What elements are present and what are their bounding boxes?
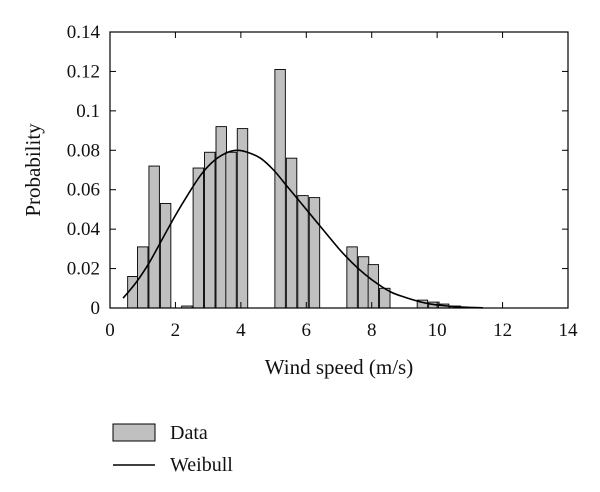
x-tick-label: 12 [493, 320, 512, 341]
histogram-bar [159, 203, 172, 309]
x-tick-label: 6 [302, 320, 312, 341]
histogram-bar [297, 195, 309, 309]
y-tick-label: 0.08 [67, 140, 100, 161]
y-tick-label: 0.02 [67, 259, 100, 280]
histogram-bar [236, 128, 249, 309]
legend: Data Weibull [112, 422, 233, 476]
y-axis-title: Probability [21, 123, 45, 217]
y-tick-label: 0.1 [76, 101, 100, 122]
x-tick-label: 8 [367, 320, 377, 341]
legend-swatch-data [112, 423, 156, 442]
y-tick-label: 0.14 [67, 22, 101, 43]
y-tick-label: 0.04 [67, 219, 101, 240]
histogram-bar [192, 167, 205, 309]
legend-label-data: Data [170, 422, 208, 444]
plot-frame [109, 31, 569, 309]
histogram-bar [346, 246, 358, 309]
x-axis-ticks: 0 2 4 6 8 10 12 14 [105, 32, 578, 341]
y-tick-label: 0.12 [67, 61, 100, 82]
x-tick-label: 14 [559, 320, 579, 341]
histogram-bar [148, 165, 160, 309]
histogram-bar [285, 157, 298, 309]
y-tick-label: 0.06 [67, 180, 100, 201]
x-tick-label: 4 [236, 320, 246, 341]
histogram-bar [204, 151, 216, 309]
histogram-bar [367, 264, 380, 309]
y-axis-ticks: 0 0.02 0.04 0.06 0.08 0.1 0.12 0.14 [67, 22, 568, 319]
legend-label-weibull: Weibull [170, 454, 233, 476]
histogram-bar [225, 151, 237, 309]
x-axis-title: Wind speed (m/s) [265, 355, 413, 379]
x-tick-label: 0 [105, 320, 115, 341]
x-tick-label: 2 [171, 320, 181, 341]
histogram-bar [274, 69, 286, 309]
histogram-bars [127, 69, 461, 309]
x-tick-label: 10 [428, 320, 447, 341]
y-tick-label: 0 [91, 298, 101, 319]
histogram-bar [357, 256, 370, 309]
weibull-curve [122, 149, 483, 309]
